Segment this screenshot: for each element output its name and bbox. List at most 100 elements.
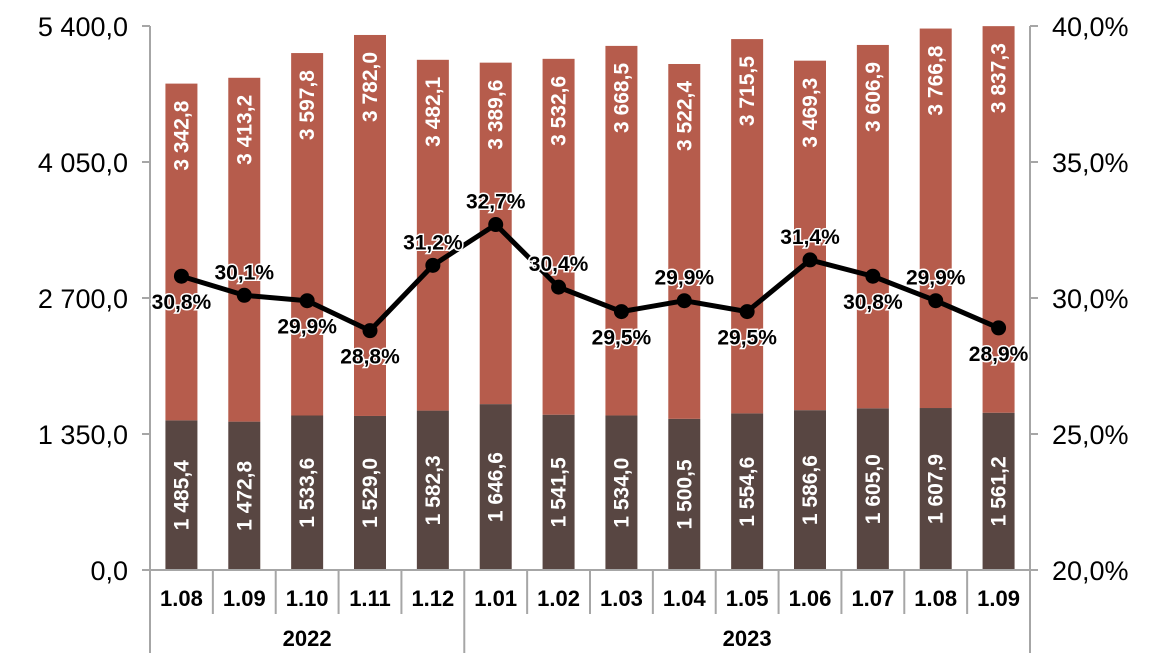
bar-segment-bottom	[919, 408, 952, 570]
line-point	[865, 268, 881, 284]
bar-segment-bottom	[542, 414, 575, 570]
category-label: 1.06	[789, 586, 832, 611]
bar-segment-top	[856, 44, 889, 409]
line-point	[236, 287, 252, 303]
bar-segment-top	[731, 39, 764, 414]
bar-value-label-bottom: 1 500,5	[673, 459, 696, 529]
bar-value-label-top: 3 469,3	[799, 78, 822, 148]
bar-value-label-bottom: 1 554,6	[736, 457, 759, 527]
line-value-label: 32,7%	[466, 191, 526, 214]
bar-value-label-top: 3 522,4	[673, 81, 696, 151]
bar-value-label-top: 3 413,2	[233, 95, 256, 165]
line-value-label: 30,8%	[152, 291, 212, 314]
bar-value-label-bottom: 1 529,0	[359, 458, 382, 528]
category-label: 1.01	[474, 586, 517, 611]
bar-segment-bottom	[731, 413, 764, 570]
bar-segment-bottom	[165, 420, 198, 570]
right-tick-label: 40,0%	[1052, 12, 1129, 42]
right-tick-label: 35,0%	[1052, 148, 1129, 178]
bar-value-label-bottom: 1 534,0	[610, 458, 633, 528]
left-axis: 0,0 1 350,0 2 700,0 4 050,0 5 400,0	[38, 12, 151, 586]
bar-segment-top	[605, 45, 638, 416]
bar-value-label-bottom: 1 607,9	[925, 454, 948, 524]
bar-value-label-top: 3 482,1	[422, 76, 445, 146]
bar-value-label-top: 3 668,5	[610, 63, 633, 133]
category-label: 1.08	[160, 586, 203, 611]
category-label: 1.04	[663, 586, 707, 611]
bar-series: 1 485,4 3 342,8 1 472,8 3 413,2 1 533,6 3 597…	[165, 26, 1015, 570]
line-value-label: 29,9%	[906, 267, 966, 290]
left-tick-label: 4 050,0	[38, 148, 128, 178]
line-value-label: 28,8%	[340, 346, 400, 369]
year-group-label: 2022	[283, 626, 332, 651]
percentage-line: 30,8%30,1%29,9%28,8%31,2%32,7%30,4%29,5%…	[150, 189, 1030, 370]
left-tick-label: 0,0	[90, 556, 128, 586]
line-value-label: 30,4%	[529, 253, 589, 276]
line-point	[362, 323, 378, 339]
bar-segment-bottom	[982, 412, 1015, 570]
category-label: 1.03	[600, 586, 643, 611]
bar-value-label-bottom: 1 541,5	[548, 457, 571, 527]
bar-value-label-top: 3 837,3	[988, 43, 1011, 113]
line-point	[173, 268, 189, 284]
line-point	[676, 293, 692, 309]
line-point	[802, 252, 818, 268]
line-value-label: 29,5%	[717, 327, 777, 350]
line-value-label: 31,2%	[403, 231, 463, 254]
bar-segment-bottom	[416, 410, 449, 570]
bar-value-label-top: 3 342,8	[170, 100, 193, 170]
bar-value-label-top: 3 715,5	[736, 56, 759, 126]
bar-segment-top	[919, 28, 952, 409]
bar-value-label-top: 3 766,8	[925, 45, 948, 115]
bar-value-label-bottom: 1 561,2	[988, 456, 1011, 526]
bar-value-label-top: 3 606,9	[862, 62, 885, 132]
bar-segment-top	[354, 34, 386, 416]
right-tick-label: 30,0%	[1052, 284, 1129, 314]
bar-value-label-bottom: 1 485,4	[170, 460, 193, 530]
line-point	[991, 320, 1007, 336]
category-label: 1.12	[411, 586, 454, 611]
line-value-label: 30,8%	[843, 291, 903, 314]
year-group-label: 2023	[723, 626, 772, 651]
bar-value-label-bottom: 1 646,6	[485, 452, 508, 522]
percentage-line-path	[180, 222, 1000, 334]
bar-value-label-bottom: 1 605,0	[862, 454, 885, 524]
bar-value-label-bottom: 1 582,3	[422, 455, 445, 525]
line-value-label: 29,9%	[277, 316, 337, 339]
line-point	[488, 217, 504, 233]
category-label: 1.08	[914, 586, 957, 611]
line-point	[551, 279, 567, 295]
left-tick-label: 5 400,0	[38, 12, 128, 42]
right-tick-label: 20,0%	[1052, 556, 1129, 586]
line-value-label: 28,9%	[969, 343, 1029, 366]
category-label: 1.09	[977, 586, 1020, 611]
bar-segment-bottom	[668, 418, 701, 570]
bar-segment-bottom	[479, 404, 512, 570]
line-value-label: 31,4%	[780, 226, 840, 249]
left-tick-label: 2 700,0	[38, 284, 128, 314]
line-value-label: 29,9%	[655, 267, 715, 290]
category-label: 1.02	[537, 586, 580, 611]
bar-segment-top	[165, 83, 198, 421]
left-tick-label: 1 350,0	[38, 420, 128, 450]
line-value-label: 30,1%	[215, 261, 275, 284]
line-value-label: 29,5%	[592, 327, 652, 350]
line-point	[739, 304, 755, 320]
category-label: 1.10	[286, 586, 329, 611]
right-tick-label: 25,0%	[1052, 420, 1129, 450]
bar-value-label-top: 3 782,0	[359, 52, 382, 122]
bar-segment-bottom	[794, 410, 826, 570]
bar-segment-bottom	[605, 415, 638, 570]
category-label: 1.11	[349, 586, 391, 611]
bar-segment-top	[794, 60, 826, 411]
line-point	[928, 293, 944, 309]
bar-value-label-bottom: 1 533,6	[296, 458, 319, 528]
bar-segment-top	[416, 59, 449, 411]
line-point	[425, 257, 441, 273]
bar-segment-bottom	[291, 415, 324, 570]
line-point	[299, 293, 315, 309]
category-label: 1.07	[851, 586, 894, 611]
bar-value-label-bottom: 1 586,6	[799, 455, 822, 525]
bar-segment-bottom	[228, 421, 261, 570]
